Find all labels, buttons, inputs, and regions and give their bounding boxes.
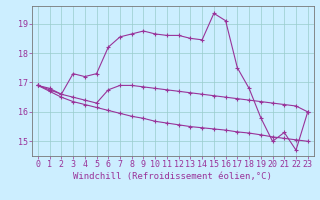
X-axis label: Windchill (Refroidissement éolien,°C): Windchill (Refroidissement éolien,°C) (73, 172, 272, 181)
